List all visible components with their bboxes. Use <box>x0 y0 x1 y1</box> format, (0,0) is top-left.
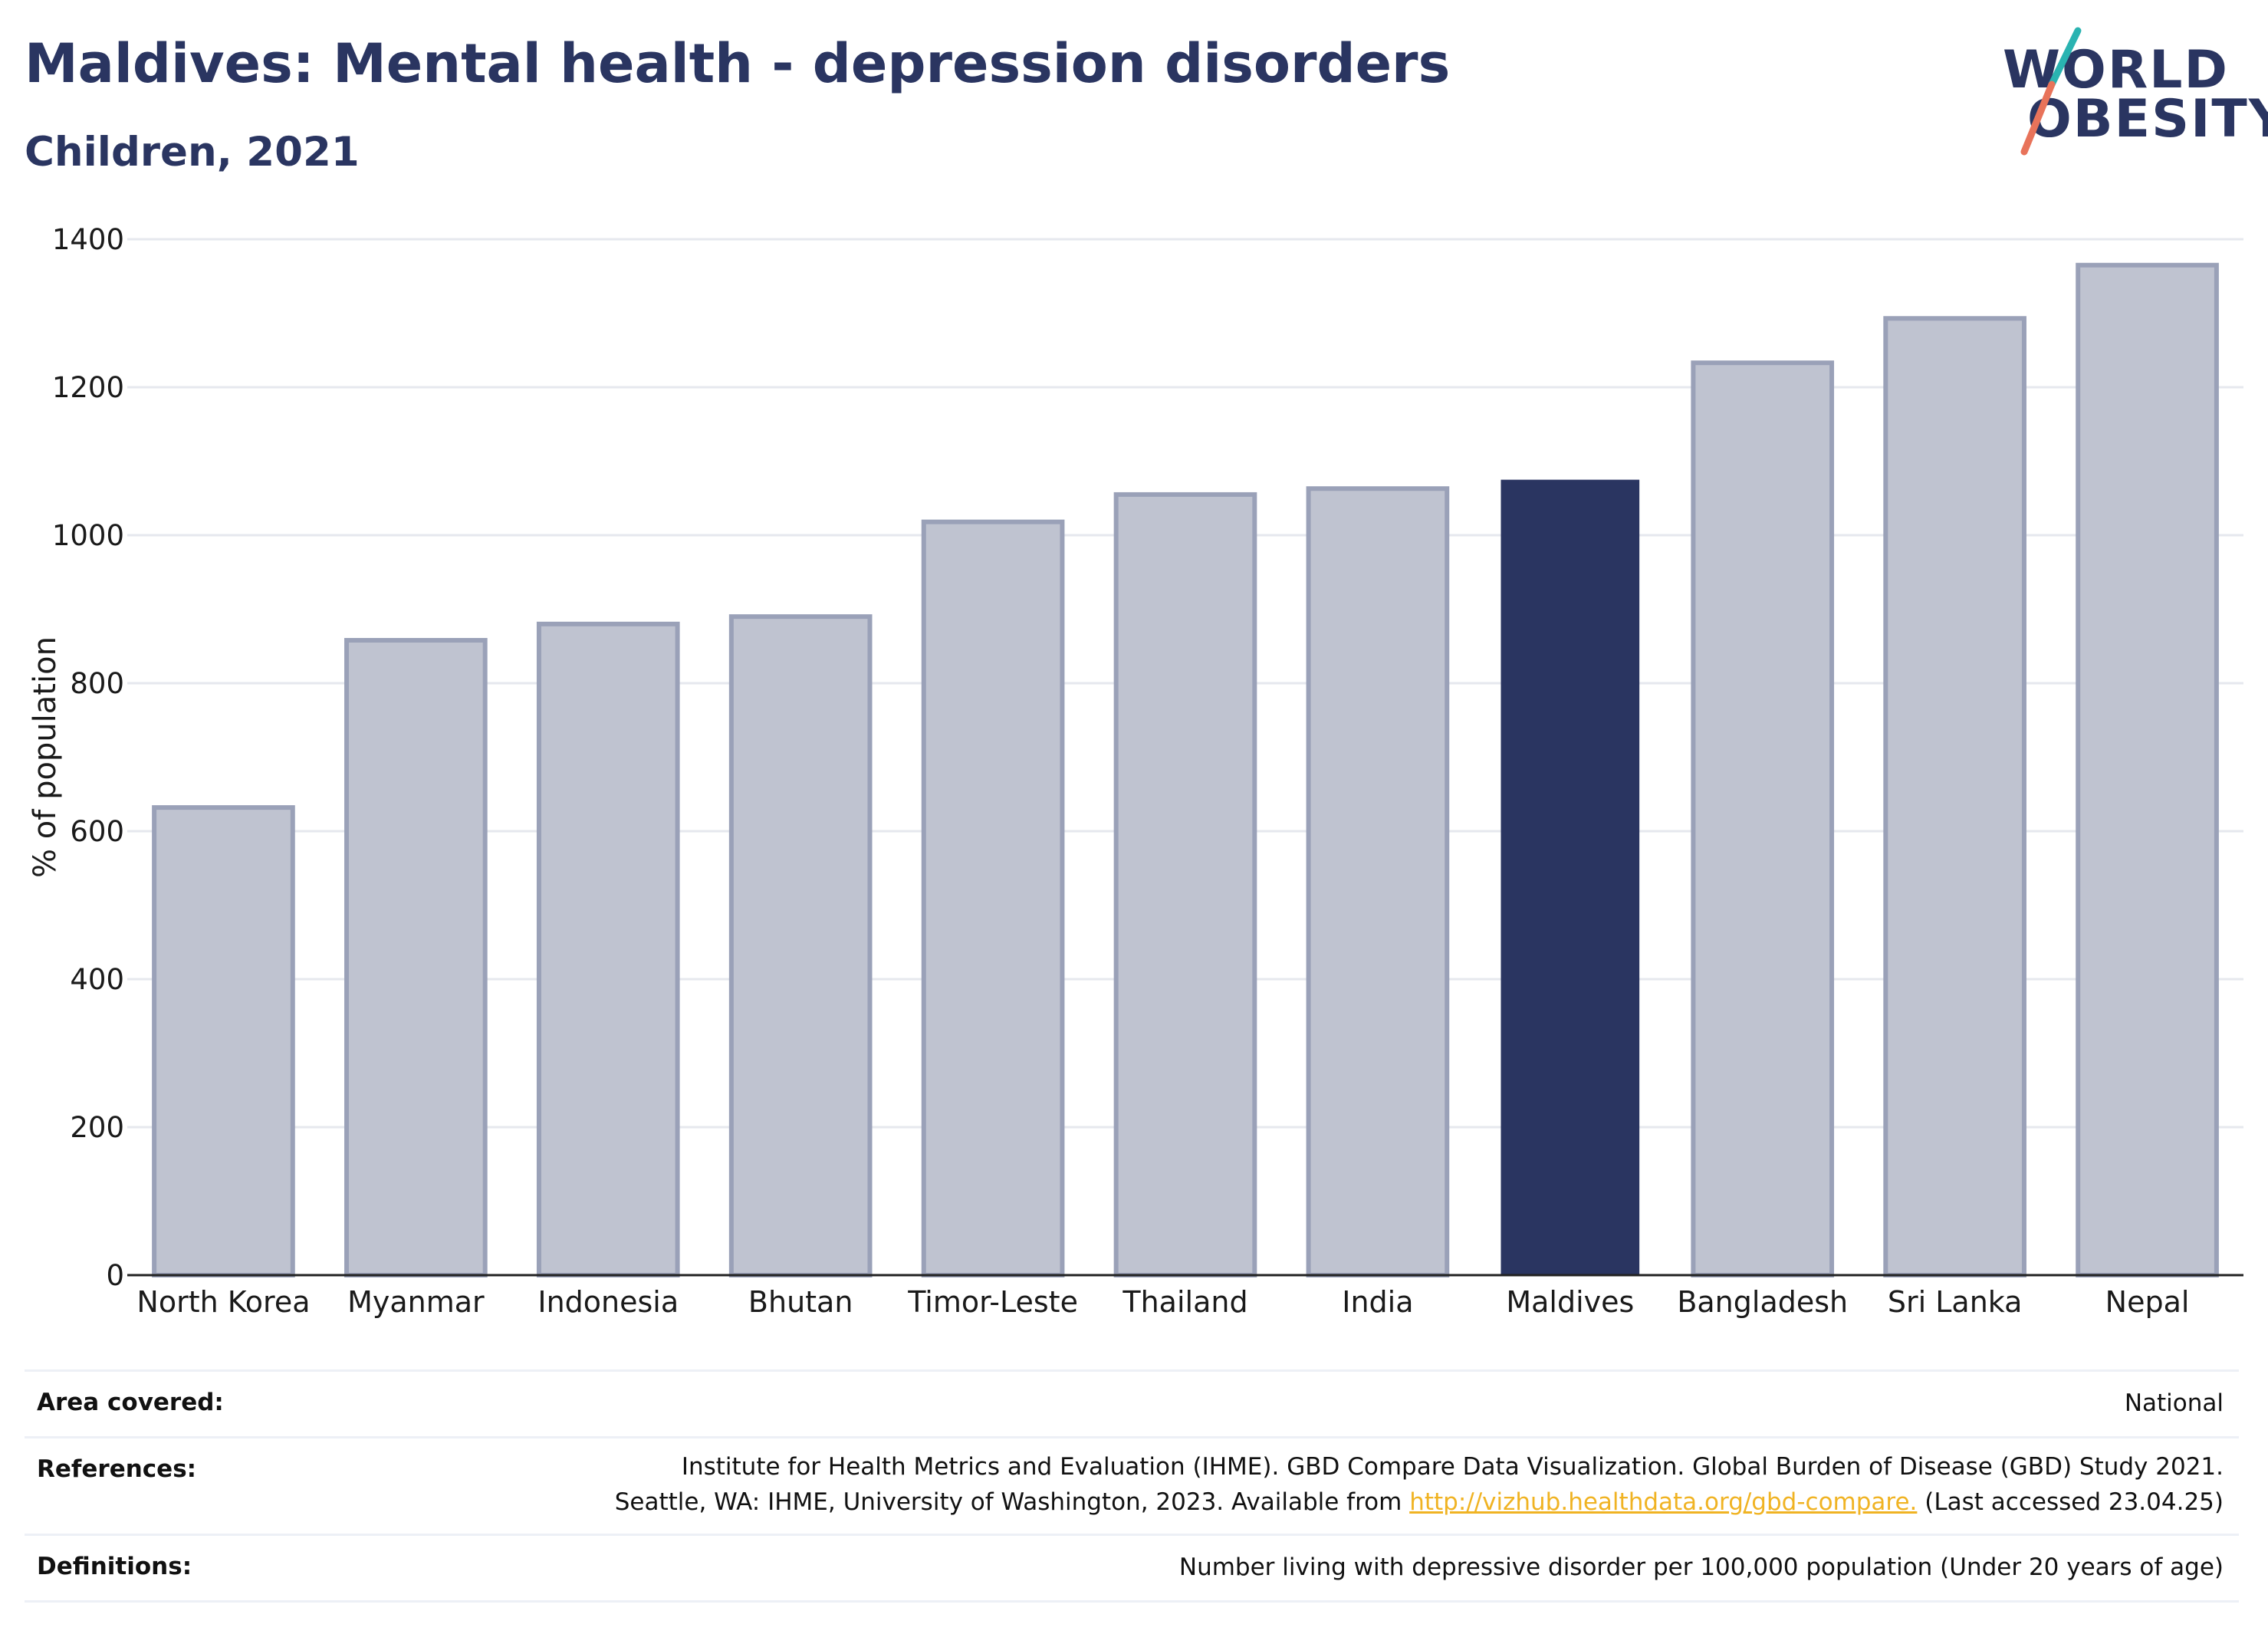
x-tick-label: Myanmar <box>347 1285 485 1319</box>
bar <box>2076 262 2219 1277</box>
bar <box>921 519 1065 1277</box>
logo-word-obesity: OBESITY <box>2027 89 2268 150</box>
references-link[interactable]: http://vizhub.healthdata.org/gbd-compare… <box>1409 1488 1918 1516</box>
meta-row-references: References: Institute for Health Metrics… <box>25 1436 2239 1534</box>
world-obesity-logo: WORLD OBESITY <box>2001 23 2268 161</box>
y-axis-label: % of population <box>28 636 63 878</box>
x-tick-label: Maldives <box>1506 1285 1634 1319</box>
chart-subtitle: Children, 2021 <box>25 129 360 176</box>
y-tick-label: 800 <box>70 667 124 700</box>
x-tick-label: India <box>1342 1285 1413 1319</box>
y-tick-label: 1000 <box>52 519 124 552</box>
area-covered-value: National <box>2124 1389 2224 1417</box>
metadata-table: Area covered: National References: Insti… <box>25 1369 2239 1603</box>
definitions-value: Number living with depressive disorder p… <box>1178 1553 2224 1581</box>
area-covered-label: Area covered: <box>37 1389 224 1416</box>
bar <box>728 614 873 1277</box>
meta-row-definitions: Definitions: Number living with depressi… <box>25 1534 2239 1603</box>
meta-row-area: Area covered: National <box>25 1369 2239 1436</box>
logo-slash-icon <box>2020 27 2082 156</box>
x-tick-label: Timor-Leste <box>907 1285 1078 1319</box>
bar <box>1113 492 1257 1277</box>
y-axis-ticks: 0 200 400 600 800 1000 1200 1400 <box>52 223 124 1292</box>
bars <box>152 262 2219 1278</box>
chart-title: Maldives: Mental health - depression dis… <box>25 32 1451 95</box>
references-line-2-suffix: (Last accessed 23.04.25) <box>1925 1488 2224 1516</box>
x-axis-labels: North Korea Myanmar Indonesia Bhutan Timor-L… <box>136 1285 2189 1319</box>
x-tick-label: Indonesia <box>537 1285 679 1319</box>
x-tick-label: Thailand <box>1122 1285 1247 1319</box>
x-tick-label: Nepal <box>2105 1285 2190 1319</box>
y-tick-label: 400 <box>70 963 124 996</box>
references-line-1: Institute for Health Metrics and Evaluat… <box>681 1453 2224 1481</box>
x-tick-label: Bhutan <box>748 1285 853 1319</box>
references-value: Institute for Health Metrics and Evaluat… <box>615 1449 2224 1520</box>
bar <box>1883 316 2026 1277</box>
x-tick-label: Sri Lanka <box>1888 1285 2023 1319</box>
y-tick-label: 1400 <box>52 223 124 256</box>
y-tick-label: 0 <box>106 1259 124 1292</box>
bar <box>344 638 488 1277</box>
bar-highlight <box>1500 479 1640 1275</box>
y-tick-label: 1200 <box>52 371 124 404</box>
x-tick-label: Bangladesh <box>1677 1285 1848 1319</box>
references-label: References: <box>37 1455 197 1483</box>
bar-chart: 0 200 400 600 800 1000 1200 1400 North Korea Mya… <box>28 223 2243 1319</box>
bar <box>536 621 680 1277</box>
definitions-label: Definitions: <box>37 1553 192 1580</box>
references-line-2: Seattle, WA: IHME, University of Washing… <box>615 1484 2224 1520</box>
references-line-2-prefix: Seattle, WA: IHME, University of Washing… <box>614 1488 1402 1516</box>
x-tick-label: North Korea <box>136 1285 310 1319</box>
logo-word-world: WORLD <box>2003 40 2229 100</box>
bar <box>152 805 295 1277</box>
bar <box>1306 486 1450 1278</box>
y-tick-label: 600 <box>70 815 124 848</box>
y-tick-label: 200 <box>70 1111 124 1144</box>
bar <box>1691 360 1835 1277</box>
